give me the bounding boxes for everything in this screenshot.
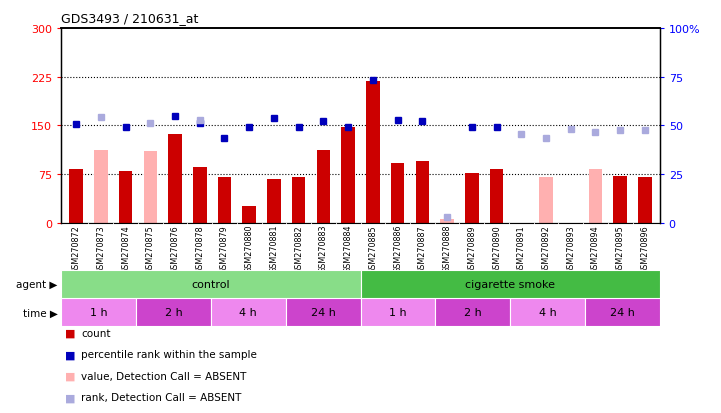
Bar xyxy=(119,171,133,223)
Text: GSM270880: GSM270880 xyxy=(244,224,254,273)
Text: ■: ■ xyxy=(65,349,76,359)
Text: 2 h: 2 h xyxy=(164,308,182,318)
Text: GSM270875: GSM270875 xyxy=(146,224,155,273)
Text: ■: ■ xyxy=(65,392,76,402)
Text: ■: ■ xyxy=(65,371,76,381)
Bar xyxy=(218,178,231,223)
Text: GSM270879: GSM270879 xyxy=(220,224,229,273)
Bar xyxy=(61,299,136,327)
Text: GSM270891: GSM270891 xyxy=(517,224,526,273)
Text: rank, Detection Call = ABSENT: rank, Detection Call = ABSENT xyxy=(81,392,242,402)
Text: GSM270888: GSM270888 xyxy=(443,224,451,273)
Text: GDS3493 / 210631_at: GDS3493 / 210631_at xyxy=(61,12,199,25)
Bar xyxy=(69,170,83,223)
Bar xyxy=(317,151,330,223)
Bar xyxy=(193,168,206,223)
Bar xyxy=(435,299,510,327)
Text: GSM270872: GSM270872 xyxy=(71,224,81,273)
Text: 24 h: 24 h xyxy=(610,308,634,318)
Bar xyxy=(267,180,280,223)
Bar xyxy=(585,299,660,327)
Bar xyxy=(211,299,286,327)
Text: 1 h: 1 h xyxy=(90,308,107,318)
Text: GSM270882: GSM270882 xyxy=(294,224,303,273)
Bar xyxy=(61,271,360,299)
Bar xyxy=(614,176,627,223)
Text: GSM270889: GSM270889 xyxy=(467,224,477,273)
Text: GSM270896: GSM270896 xyxy=(640,224,650,273)
Text: ■: ■ xyxy=(65,328,76,338)
Text: GSM270883: GSM270883 xyxy=(319,224,328,273)
Text: GSM270881: GSM270881 xyxy=(270,224,278,273)
Text: agent ▶: agent ▶ xyxy=(17,280,58,290)
Bar xyxy=(242,207,256,223)
Text: GSM270886: GSM270886 xyxy=(393,224,402,273)
Text: GSM270892: GSM270892 xyxy=(541,224,550,273)
Text: GSM270874: GSM270874 xyxy=(121,224,130,273)
Bar xyxy=(168,134,182,223)
Text: cigarette smoke: cigarette smoke xyxy=(465,280,555,290)
Bar xyxy=(415,161,429,223)
Bar xyxy=(638,178,652,223)
Text: count: count xyxy=(81,328,111,338)
Text: GSM270894: GSM270894 xyxy=(591,224,600,273)
Bar xyxy=(286,299,360,327)
Bar xyxy=(490,170,503,223)
Bar xyxy=(143,152,157,223)
Text: GSM270873: GSM270873 xyxy=(97,224,105,273)
Text: GSM270884: GSM270884 xyxy=(344,224,353,273)
Text: GSM270876: GSM270876 xyxy=(171,224,180,273)
Bar xyxy=(441,220,454,223)
Bar xyxy=(360,271,660,299)
Text: control: control xyxy=(192,280,230,290)
Text: GSM270885: GSM270885 xyxy=(368,224,377,273)
Bar xyxy=(465,173,479,223)
Bar xyxy=(292,178,306,223)
Text: GSM270893: GSM270893 xyxy=(566,224,575,273)
Bar xyxy=(360,299,435,327)
Text: 24 h: 24 h xyxy=(311,308,335,318)
Text: 4 h: 4 h xyxy=(239,308,257,318)
Text: GSM270878: GSM270878 xyxy=(195,224,204,273)
Text: 4 h: 4 h xyxy=(539,308,557,318)
Text: value, Detection Call = ABSENT: value, Detection Call = ABSENT xyxy=(81,371,247,381)
Text: 2 h: 2 h xyxy=(464,308,482,318)
Bar xyxy=(510,299,585,327)
Bar xyxy=(588,170,602,223)
Text: GSM270887: GSM270887 xyxy=(418,224,427,273)
Text: 1 h: 1 h xyxy=(389,308,407,318)
Bar xyxy=(136,299,211,327)
Bar xyxy=(539,178,553,223)
Text: time ▶: time ▶ xyxy=(23,308,58,318)
Bar xyxy=(391,164,404,223)
Bar xyxy=(341,127,355,223)
Text: percentile rank within the sample: percentile rank within the sample xyxy=(81,349,257,359)
Bar xyxy=(94,151,107,223)
Bar xyxy=(366,82,380,223)
Text: GSM270895: GSM270895 xyxy=(616,224,624,273)
Text: GSM270890: GSM270890 xyxy=(492,224,501,273)
